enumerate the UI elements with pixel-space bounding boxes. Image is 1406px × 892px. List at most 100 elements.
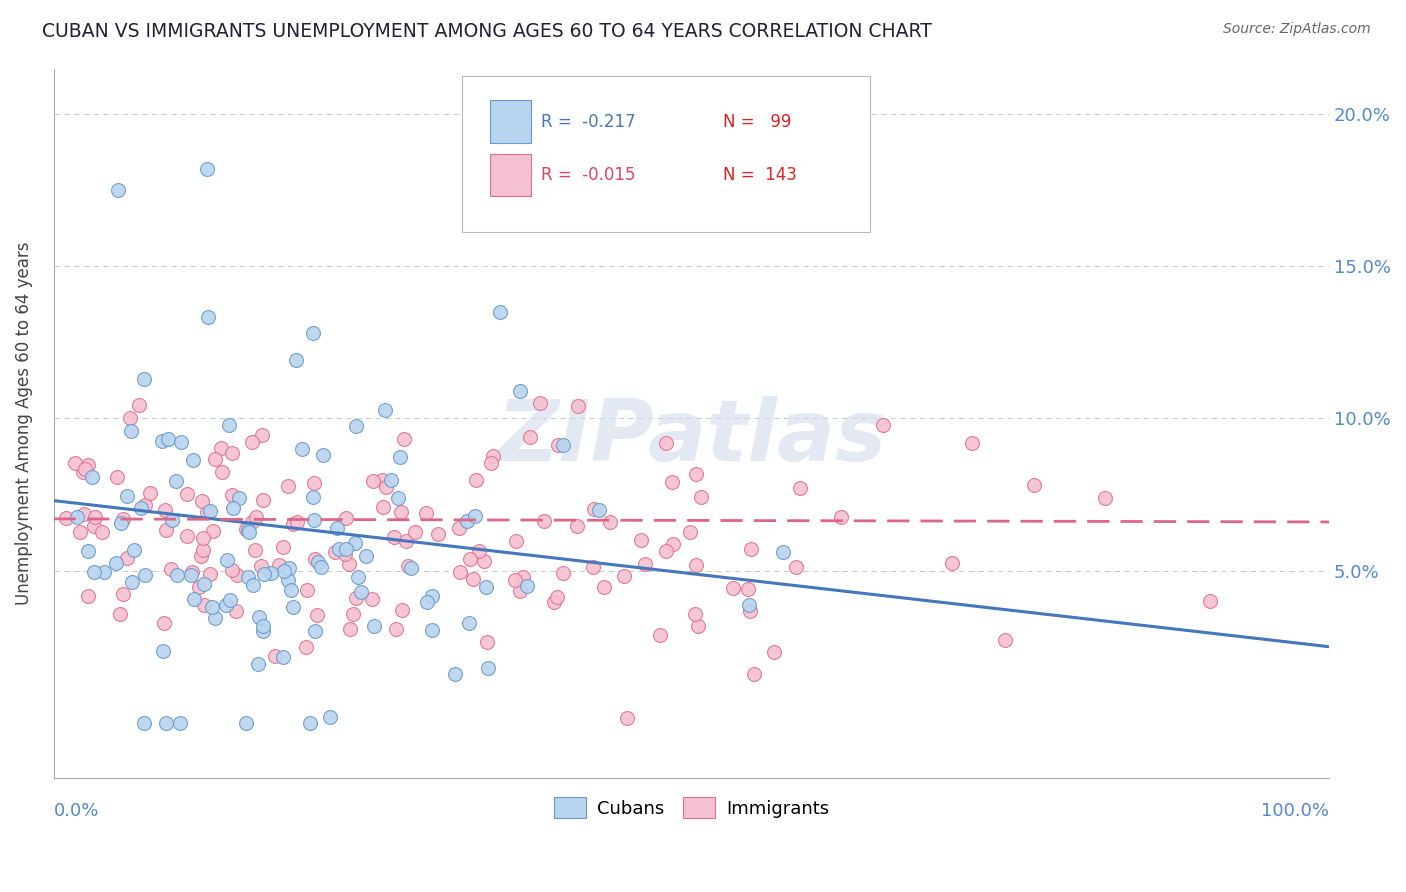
Point xyxy=(512,570,534,584)
Point xyxy=(134,568,156,582)
Point xyxy=(120,425,142,439)
Point xyxy=(1022,478,1045,492)
Point xyxy=(217,553,239,567)
Point xyxy=(193,531,215,545)
Point xyxy=(238,525,260,540)
Point xyxy=(323,545,346,559)
Point xyxy=(685,558,707,573)
Point xyxy=(477,661,499,675)
Point xyxy=(280,582,302,597)
Point xyxy=(252,619,274,633)
Point xyxy=(180,566,202,580)
Point xyxy=(235,522,257,536)
Point xyxy=(616,710,638,724)
Point xyxy=(392,432,415,446)
Point xyxy=(449,565,471,579)
Text: CUBAN VS IMMIGRANTS UNEMPLOYMENT AMONG AGES 60 TO 64 YEARS CORRELATION CHART: CUBAN VS IMMIGRANTS UNEMPLOYMENT AMONG A… xyxy=(42,22,932,41)
Point xyxy=(599,515,621,529)
Point xyxy=(304,551,326,566)
Point xyxy=(115,551,138,566)
Point xyxy=(198,504,221,518)
Point xyxy=(382,530,405,544)
Point xyxy=(221,562,243,576)
Point xyxy=(246,657,269,671)
Point xyxy=(111,512,134,526)
Point xyxy=(661,475,683,490)
Text: 100.0%: 100.0% xyxy=(1261,802,1329,820)
Point xyxy=(218,417,240,432)
Point xyxy=(740,542,762,557)
Point xyxy=(415,595,437,609)
Point xyxy=(311,448,333,462)
Point xyxy=(479,457,502,471)
Point xyxy=(346,591,368,605)
Point xyxy=(567,518,589,533)
Point xyxy=(155,523,177,537)
Point xyxy=(361,474,384,488)
Text: Source: ZipAtlas.com: Source: ZipAtlas.com xyxy=(1223,22,1371,37)
Point xyxy=(772,545,794,559)
Point xyxy=(165,474,187,488)
Point xyxy=(190,549,212,563)
Point xyxy=(305,607,328,622)
Point xyxy=(291,442,314,456)
Point xyxy=(242,578,264,592)
Point xyxy=(304,624,326,639)
Text: N =   99: N = 99 xyxy=(723,112,792,131)
Point xyxy=(190,494,212,508)
Point xyxy=(370,473,392,487)
Point xyxy=(236,570,259,584)
Point xyxy=(80,470,103,484)
Point xyxy=(193,598,215,612)
Point xyxy=(458,552,481,566)
Point xyxy=(309,559,332,574)
Point xyxy=(474,554,496,568)
Point xyxy=(252,492,274,507)
Point xyxy=(120,411,142,425)
Point xyxy=(169,715,191,730)
Point xyxy=(509,384,531,399)
Point xyxy=(128,399,150,413)
Text: 0.0%: 0.0% xyxy=(53,802,100,820)
Point xyxy=(250,559,273,574)
Point xyxy=(543,595,565,609)
Point xyxy=(77,458,100,472)
Text: R =  -0.015: R = -0.015 xyxy=(541,166,636,184)
Point xyxy=(689,490,711,504)
Point xyxy=(342,607,364,621)
Point xyxy=(63,456,86,470)
Point xyxy=(129,500,152,515)
Point xyxy=(195,505,218,519)
Point xyxy=(176,487,198,501)
Point xyxy=(183,592,205,607)
Point xyxy=(271,541,294,555)
Point xyxy=(516,579,538,593)
Point xyxy=(519,430,541,444)
Point xyxy=(215,599,238,613)
Point xyxy=(319,710,342,724)
Point xyxy=(200,566,222,581)
Point xyxy=(260,566,283,580)
Point xyxy=(211,465,233,479)
Point xyxy=(298,715,321,730)
Point xyxy=(264,649,287,664)
Point xyxy=(374,403,396,417)
Point xyxy=(83,519,105,533)
Point xyxy=(197,310,219,325)
Point xyxy=(200,600,222,615)
Point xyxy=(872,417,894,432)
Point xyxy=(181,453,204,467)
Point xyxy=(155,715,177,730)
Point xyxy=(588,503,610,517)
Point xyxy=(193,577,215,591)
Point xyxy=(509,583,531,598)
Point xyxy=(475,580,498,594)
Point xyxy=(110,516,132,530)
Point xyxy=(204,451,226,466)
Point xyxy=(281,599,304,614)
Point xyxy=(685,467,707,482)
Point xyxy=(66,510,89,524)
Point xyxy=(763,645,786,659)
Point xyxy=(187,580,209,594)
Point xyxy=(391,603,413,617)
